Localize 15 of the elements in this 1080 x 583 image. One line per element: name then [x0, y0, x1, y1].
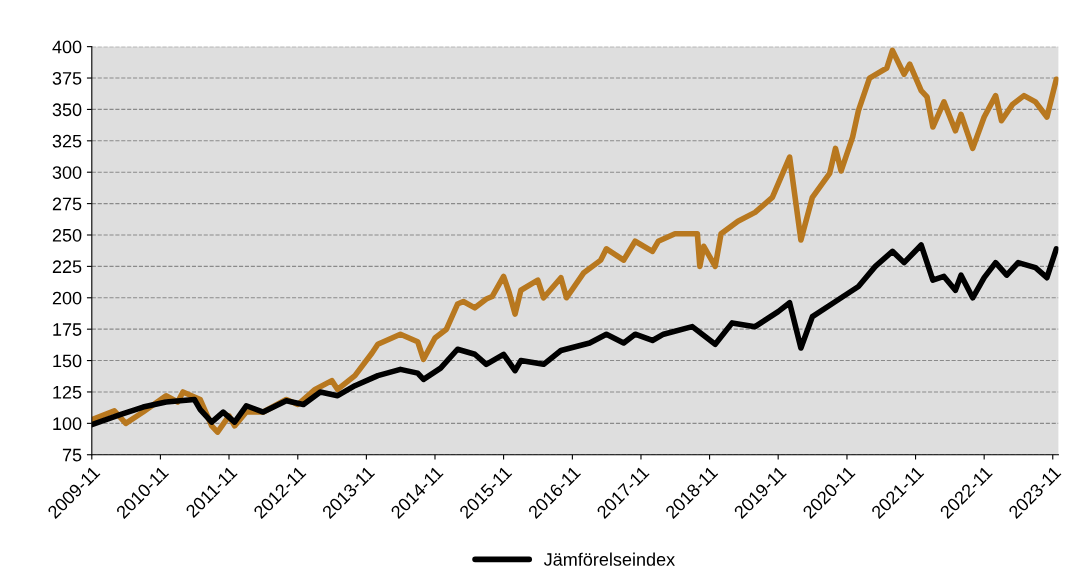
- y-tick-label: 250: [52, 228, 82, 242]
- y-tick-label: 350: [52, 103, 82, 117]
- y-tick-label: 400: [52, 40, 82, 54]
- y-tick-label: 75: [62, 448, 82, 462]
- legend-label: Jämförelseindex: [543, 552, 675, 566]
- y-tick-label: 200: [52, 291, 82, 305]
- y-tick-label: 325: [52, 134, 82, 148]
- y-tick-label: 175: [53, 323, 82, 336]
- y-tick-label: 125: [53, 385, 82, 399]
- y-tick-label: 225: [52, 260, 82, 274]
- y-tick-label: 275: [52, 197, 82, 211]
- y-tick-label: 300: [52, 166, 82, 179]
- y-tick-label: 375: [52, 71, 82, 85]
- y-tick-label: 100: [53, 417, 82, 431]
- y-tick-label: 150: [53, 354, 82, 368]
